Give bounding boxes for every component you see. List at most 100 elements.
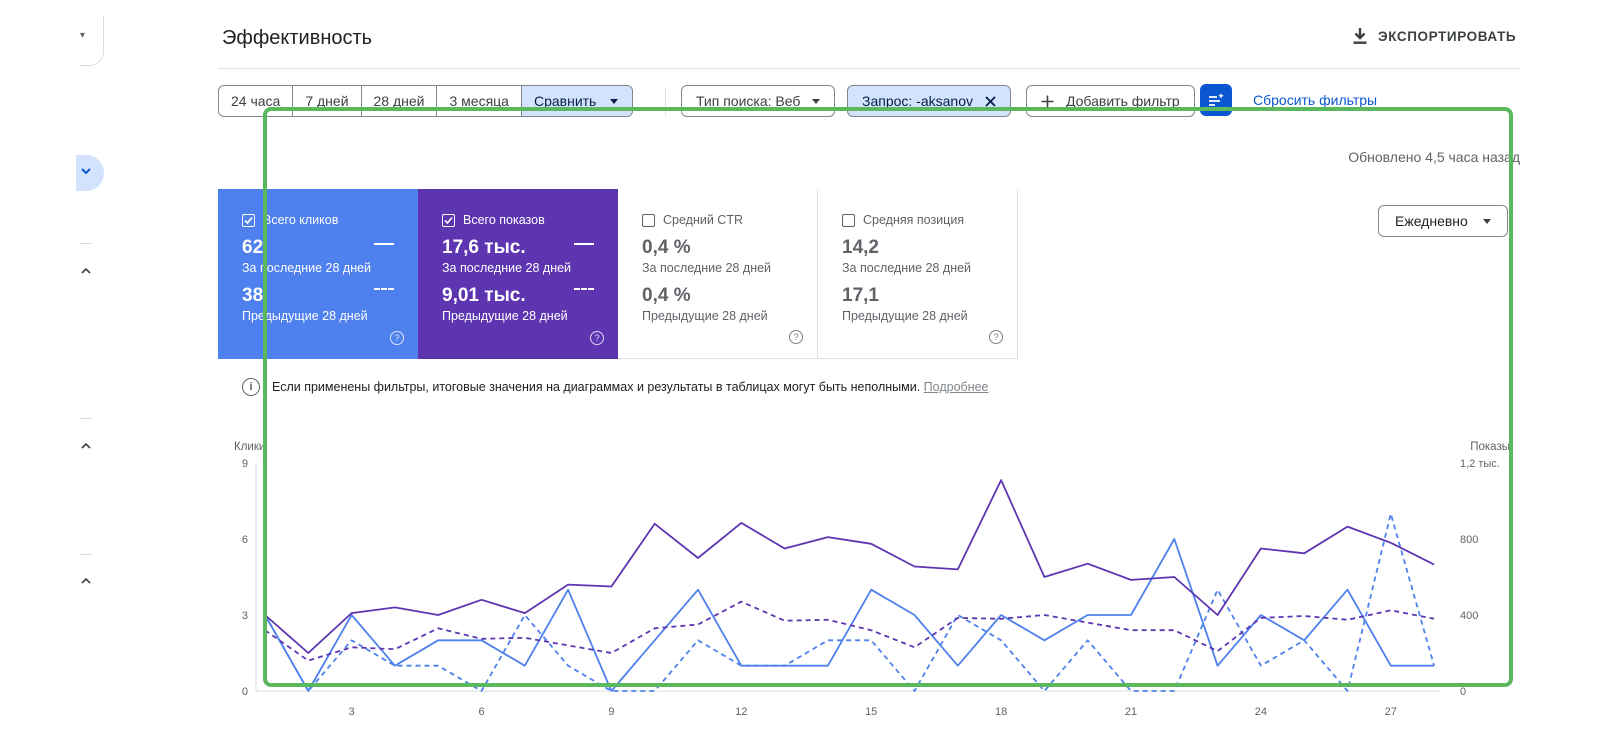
chevron-up-icon[interactable]	[80, 575, 92, 587]
solid-line-legend	[374, 243, 394, 245]
metric-label-row: Всего показов	[442, 213, 618, 227]
left-rail: ▾	[0, 0, 110, 740]
x-tick-label: 6	[478, 706, 484, 718]
metric-card-ctr[interactable]: Средний CTR 0,4 % За последние 28 дней 0…	[618, 189, 818, 359]
date-range-selector: 24 часа 7 дней 28 дней 3 месяца Сравнить	[218, 85, 634, 117]
metric-card-impressions[interactable]: Всего показов 17,6 тыс. За последние 28 …	[418, 189, 618, 359]
dashed-line-legend	[374, 288, 394, 290]
help-icon[interactable]: ?	[590, 331, 604, 345]
checkbox-checked-icon[interactable]	[242, 213, 255, 227]
chevron-up-icon[interactable]	[80, 440, 92, 452]
y-right-tick-label: 400	[1460, 610, 1478, 622]
x-tick-label: 27	[1385, 706, 1397, 718]
download-icon	[1353, 28, 1367, 44]
query-filter-label: Запрос: -aksanov	[862, 93, 973, 109]
y-left-tick-label: 9	[242, 458, 248, 470]
query-filter-chip[interactable]: Запрос: -aksanov	[847, 85, 1011, 117]
export-label: ЭКСПОРТИРОВАТЬ	[1378, 28, 1517, 44]
rail-divider	[80, 243, 92, 244]
metric-value: 17,6 тыс.	[442, 237, 526, 258]
reset-filters-link[interactable]: Сбросить фильтры	[1253, 92, 1378, 108]
metric-label: Всего показов	[463, 213, 545, 227]
add-filter-button[interactable]: Добавить фильтр	[1026, 85, 1195, 117]
metric-prev-period: Предыдущие 28 дней	[242, 309, 368, 323]
rail-top-control[interactable]: ▾	[80, 16, 104, 66]
dropdown-arrow-icon	[1483, 218, 1491, 224]
range-28d[interactable]: 28 дней	[362, 86, 438, 116]
granularity-label: Ежедневно	[1395, 213, 1468, 229]
metric-prev-value: 38	[242, 285, 264, 306]
metric-prev-period: Предыдущие 28 дней	[442, 309, 568, 323]
x-tick-label: 9	[608, 706, 614, 718]
chevron-down-icon	[81, 168, 91, 175]
search-type-label: Тип поиска: Веб	[696, 93, 801, 109]
dashed-line-legend	[574, 288, 594, 290]
metric-prev-value: 9,01 тыс.	[442, 285, 526, 306]
metric-value: 62	[242, 237, 264, 258]
y-left-tick-label: 0	[242, 686, 248, 698]
series-line-clicks-previous	[264, 512, 1435, 692]
notice-text: Если применены фильтры, итоговые значени…	[272, 380, 921, 394]
series-line-impressions-current	[264, 479, 1435, 654]
metric-label-row: Всего кликов	[242, 213, 418, 227]
close-icon[interactable]	[985, 95, 996, 107]
metric-period: За последние 28 дней	[242, 261, 372, 275]
x-tick-label: 24	[1255, 706, 1267, 718]
granularity-dropdown[interactable]: Ежедневно	[1378, 205, 1508, 237]
y-right-tick-label: 800	[1460, 534, 1478, 546]
rail-expand-button[interactable]	[76, 155, 104, 191]
filter-settings-button[interactable]	[1200, 84, 1232, 116]
metric-value: 14,2	[842, 237, 879, 258]
metric-period: За последние 28 дней	[842, 261, 972, 275]
metric-value: 0,4 %	[642, 237, 691, 258]
chevron-up-icon[interactable]	[80, 265, 92, 277]
info-icon: i	[242, 378, 260, 396]
x-tick-label: 18	[995, 706, 1007, 718]
checkbox-unchecked-icon[interactable]	[642, 213, 655, 227]
metric-prev-value: 17,1	[842, 285, 879, 306]
metric-prev-value: 0,4 %	[642, 285, 691, 306]
x-tick-label: 3	[349, 706, 355, 718]
range-24h[interactable]: 24 часа	[219, 86, 294, 116]
tune-sparkle-icon	[1209, 93, 1224, 106]
rail-divider	[80, 418, 92, 419]
help-icon[interactable]: ?	[989, 330, 1003, 344]
y-axis-left-title: Клики	[234, 441, 265, 453]
plus-icon	[1041, 95, 1054, 107]
x-tick-label: 15	[865, 706, 877, 718]
metric-period: За последние 28 дней	[642, 261, 772, 275]
series-line-clicks-current	[264, 538, 1435, 692]
y-right-tick-label: 0	[1460, 686, 1466, 698]
metric-card-clicks[interactable]: Всего кликов 62 За последние 28 дней 38 …	[218, 189, 418, 359]
metric-label: Всего кликов	[263, 213, 339, 227]
metric-prev-period: Предыдущие 28 дней	[842, 309, 968, 323]
x-tick-label: 12	[735, 706, 747, 718]
page-title: Эффективность	[222, 27, 373, 49]
compare-label: Сравнить	[533, 93, 597, 109]
help-icon[interactable]: ?	[789, 330, 803, 344]
checkbox-unchecked-icon[interactable]	[842, 213, 855, 227]
metric-label-row: Средний CTR	[642, 213, 817, 227]
metric-label-row: Средняя позиция	[842, 213, 1017, 227]
y-right-tick-label: 1,2 тыс.	[1460, 458, 1500, 470]
compare-dropdown[interactable]: Сравнить	[521, 86, 633, 116]
updated-status: Обновлено 4,5 часа назад	[1348, 149, 1520, 165]
export-button[interactable]: ЭКСПОРТИРОВАТЬ	[1352, 24, 1516, 48]
solid-line-legend	[574, 243, 594, 245]
search-type-filter[interactable]: Тип поиска: Веб	[681, 85, 836, 117]
learn-more-link[interactable]: Подробнее	[923, 380, 989, 394]
y-axis-right-title: Показы	[1470, 441, 1510, 453]
x-tick-label: 21	[1125, 706, 1137, 718]
checkbox-checked-icon[interactable]	[442, 213, 455, 227]
filter-divider	[665, 88, 666, 116]
help-icon[interactable]: ?	[390, 331, 404, 345]
range-3m[interactable]: 3 месяца	[437, 86, 522, 116]
metric-card-position[interactable]: Средняя позиция 14,2 За последние 28 дне…	[818, 189, 1018, 359]
metric-label: Средняя позиция	[863, 213, 965, 227]
y-left-tick-label: 6	[242, 534, 248, 546]
rail-divider	[80, 554, 92, 555]
series-line-impressions-previous	[264, 600, 1435, 662]
filter-notice: i Если применены фильтры, итоговые значе…	[242, 378, 989, 396]
dropdown-arrow-icon	[812, 98, 821, 104]
range-7d[interactable]: 7 дней	[293, 86, 362, 116]
